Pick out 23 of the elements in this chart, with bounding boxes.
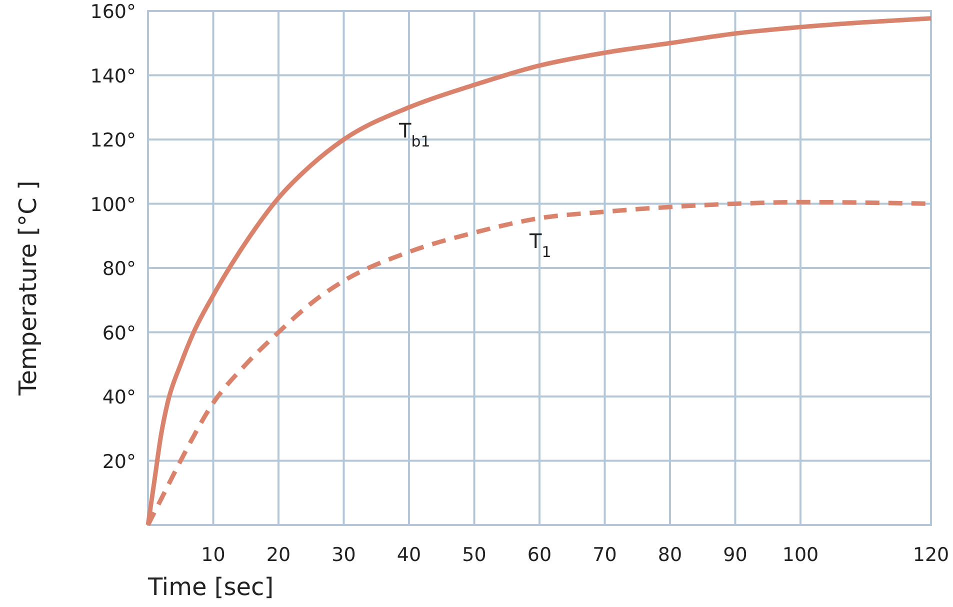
series-label: T$_{1}$ <box>528 229 552 262</box>
x-tick-label: 20 <box>266 544 291 566</box>
y-axis-title: Temperature [°C ] <box>14 180 42 396</box>
y-tick-label: 100° <box>90 194 136 216</box>
x-tick-label: 70 <box>592 544 617 566</box>
y-tick-label: 20° <box>102 450 136 473</box>
x-tick-label: 120 <box>912 544 950 566</box>
y-tick-label: 120° <box>90 130 136 152</box>
series-label: T$_{b1}$ <box>398 118 430 150</box>
y-tick-label: 140° <box>90 65 136 88</box>
x-axis-title: Time [sec] <box>147 573 274 601</box>
y-tick-label: 80° <box>102 258 136 280</box>
x-tick-label: 80 <box>658 544 682 566</box>
x-tick-label: 40 <box>396 544 422 566</box>
y-tick-label: 60° <box>102 322 136 344</box>
x-tick-label: 100 <box>782 544 819 566</box>
y-tick-label: 160° <box>90 1 136 23</box>
x-tick-label: 60 <box>527 544 552 566</box>
x-tick-label: 30 <box>332 544 356 566</box>
y-tick-label: 40° <box>102 386 136 408</box>
x-tick-label: 50 <box>462 544 486 566</box>
x-tick-label: 10 <box>201 544 226 566</box>
x-tick-label: 90 <box>723 544 748 566</box>
